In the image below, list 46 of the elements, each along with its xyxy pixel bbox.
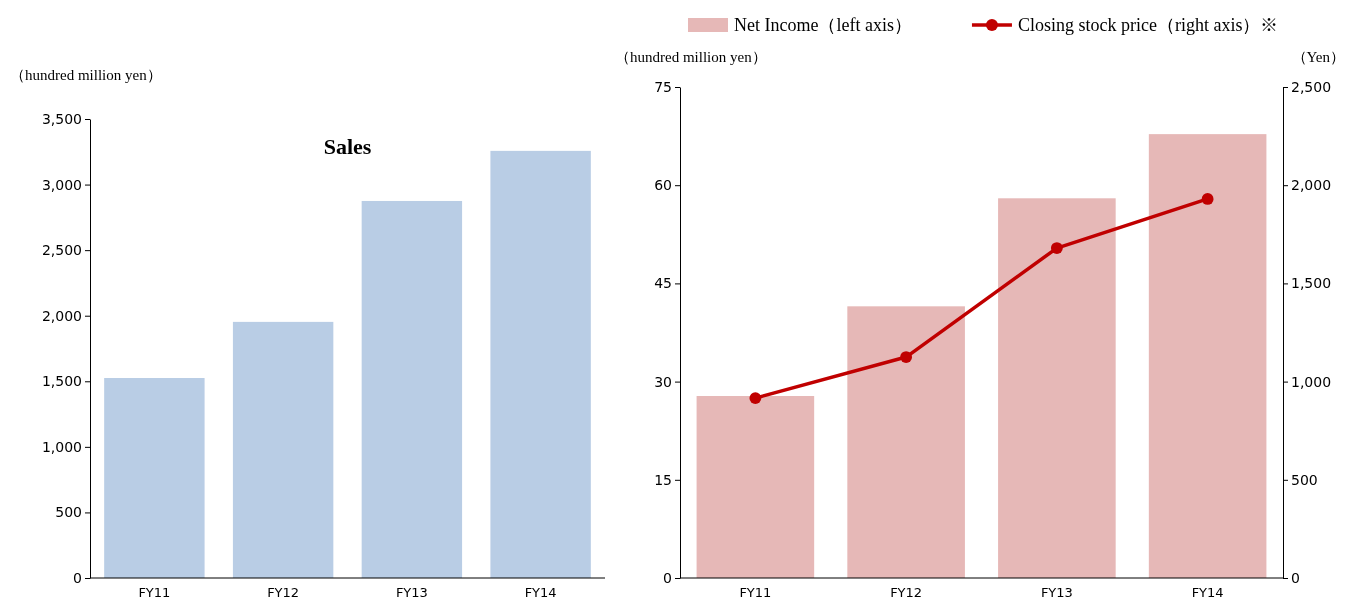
point <box>1050 242 1063 254</box>
y2-axis-title: （Yen） <box>1291 49 1345 65</box>
point <box>1201 193 1214 205</box>
y-tick-label: 1,500 <box>41 373 82 390</box>
y-tick-label: 3,500 <box>41 110 82 127</box>
y-tick-label: 500 <box>55 504 82 521</box>
y2-tick-label: 500 <box>1291 471 1318 488</box>
x-tick-label: FY12 <box>267 585 300 601</box>
y2-tick-label: 1,500 <box>1291 275 1332 292</box>
y-tick-label: 60 <box>654 177 672 194</box>
point <box>900 351 913 363</box>
y-tick-label: 3,000 <box>41 176 82 193</box>
legend-label: Net Income（left axis） <box>734 15 912 35</box>
x-tick-label: FY12 <box>890 585 923 601</box>
bar <box>232 321 334 578</box>
y-axis-title: （hundred million yen） <box>615 49 767 65</box>
y-tick-label: 2,500 <box>41 242 82 259</box>
y-tick-label: 0 <box>73 569 82 586</box>
text: Sales <box>323 134 372 159</box>
point <box>749 392 762 404</box>
x-tick-label: FY13 <box>395 585 428 601</box>
x-tick-label: FY11 <box>739 585 772 601</box>
y-axis-title: （hundred million yen） <box>10 67 162 83</box>
bar <box>696 396 815 578</box>
x-tick-label: FY14 <box>1191 585 1224 601</box>
bar <box>998 198 1116 578</box>
y-tick-label: 45 <box>654 275 672 292</box>
y-tick-label: 0 <box>663 569 672 586</box>
bar <box>1148 134 1267 578</box>
legend-label: Closing stock price（right axis）※ <box>1017 15 1279 35</box>
y2-tick-label: 2,000 <box>1291 177 1332 194</box>
bar <box>361 200 463 578</box>
y-tick-label: 30 <box>654 373 672 390</box>
y2-tick-label: 0 <box>1291 569 1300 586</box>
bar <box>847 306 965 578</box>
x-tick-label: FY13 <box>1040 585 1073 601</box>
y2-tick-label: 1,000 <box>1291 373 1332 390</box>
y-tick-label: 75 <box>654 78 672 95</box>
bar <box>104 378 205 578</box>
y-tick-label: 2,000 <box>41 307 82 324</box>
bar <box>490 150 591 578</box>
x-tick-label: FY14 <box>524 585 557 601</box>
y-tick-label: 15 <box>654 471 672 488</box>
x-tick-label: FY11 <box>138 585 171 601</box>
y2-tick-label: 2,500 <box>1291 78 1332 95</box>
y-tick-label: 1,000 <box>41 438 82 455</box>
